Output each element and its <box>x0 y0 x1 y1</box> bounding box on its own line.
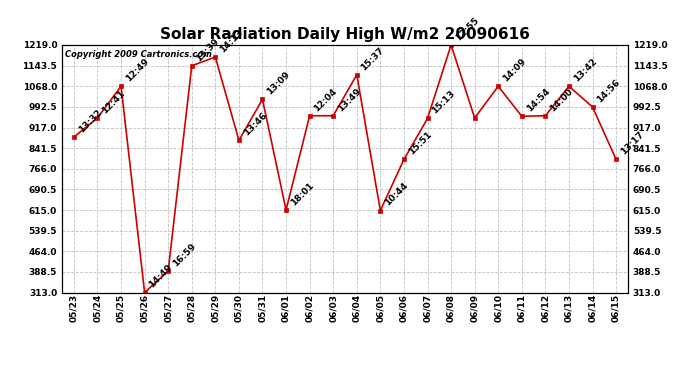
Text: 14:54: 14:54 <box>524 87 551 114</box>
Text: 14:00: 14:00 <box>548 87 575 113</box>
Text: 14:13: 14:13 <box>218 27 245 54</box>
Text: 12:04: 12:04 <box>313 86 339 113</box>
Text: 15:13: 15:13 <box>431 89 457 116</box>
Text: 12:55: 12:55 <box>454 16 480 42</box>
Text: 14:56: 14:56 <box>595 78 622 104</box>
Text: 13:32: 13:32 <box>77 108 104 134</box>
Title: Solar Radiation Daily High W/m2 20090616: Solar Radiation Daily High W/m2 20090616 <box>160 27 530 42</box>
Text: 13:09: 13:09 <box>265 70 292 97</box>
Text: 15:51: 15:51 <box>406 130 433 157</box>
Text: 13:39: 13:39 <box>195 36 221 63</box>
Text: 16:59: 16:59 <box>171 242 197 268</box>
Text: 18:01: 18:01 <box>289 181 315 207</box>
Text: 12:41: 12:41 <box>100 88 127 115</box>
Text: Copyright 2009 Cartronics.com: Copyright 2009 Cartronics.com <box>65 50 212 59</box>
Text: 13:42: 13:42 <box>572 57 598 84</box>
Text: 13:49: 13:49 <box>336 86 363 113</box>
Text: 13:46: 13:46 <box>241 111 268 138</box>
Text: 10:44: 10:44 <box>383 181 410 208</box>
Text: 15:37: 15:37 <box>359 45 386 72</box>
Text: 13:17: 13:17 <box>619 130 646 157</box>
Text: 14:09: 14:09 <box>501 57 528 84</box>
Text: 14:49: 14:49 <box>148 263 175 290</box>
Text: 12:49: 12:49 <box>124 57 150 84</box>
